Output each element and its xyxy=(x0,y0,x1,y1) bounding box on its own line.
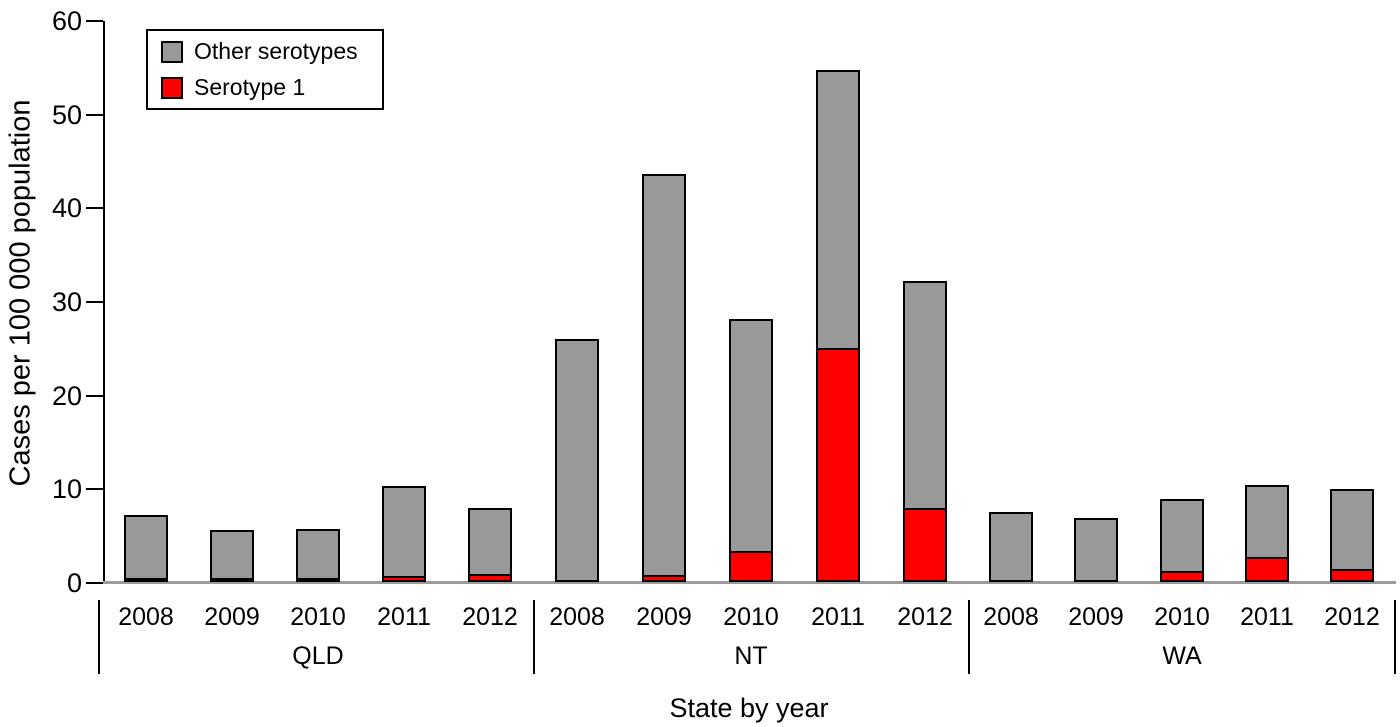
bar-wa-2008 xyxy=(989,512,1033,582)
legend-label-serotype-1: Serotype 1 xyxy=(194,74,306,100)
bar-segment-serotype1-qld-2008 xyxy=(126,578,166,580)
bar-nt-2008 xyxy=(555,339,599,582)
y-tick xyxy=(86,394,103,397)
y-tick xyxy=(86,301,103,303)
group-separator-3 xyxy=(1394,600,1396,674)
y-tick xyxy=(86,582,103,584)
y-tick xyxy=(86,113,103,116)
year-label-nt-2010: 2010 xyxy=(723,603,779,631)
y-tick-label: 40 xyxy=(51,193,82,224)
year-label-qld-2010: 2010 xyxy=(290,603,346,631)
legend: Other serotypes Serotype 1 xyxy=(146,29,384,110)
bar-wa-2012 xyxy=(1330,489,1374,582)
y-tick-label: 60 xyxy=(51,6,82,36)
y-axis-line xyxy=(103,21,105,583)
bar-segment-serotype1-qld-2012 xyxy=(470,574,510,580)
group-separator-1 xyxy=(533,600,535,674)
legend-label-other-serotypes: Other serotypes xyxy=(194,38,358,64)
year-label-wa-2011: 2011 xyxy=(1240,603,1294,631)
y-tick-label: 50 xyxy=(51,99,82,130)
bar-nt-2010 xyxy=(729,319,773,582)
year-label-qld-2009: 2009 xyxy=(204,603,260,631)
legend-swatch-other-serotypes xyxy=(161,40,183,63)
group-label-wa: WA xyxy=(1162,642,1202,670)
y-tick-label: 20 xyxy=(51,380,82,411)
year-label-nt-2011: 2011 xyxy=(811,603,865,631)
bar-segment-serotype1-qld-2010 xyxy=(298,578,338,580)
bar-segment-serotype1-wa-2011 xyxy=(1247,556,1287,580)
group-label-nt: NT xyxy=(734,642,768,670)
bar-segment-serotype1-qld-2011 xyxy=(384,576,424,580)
bar-qld-2012 xyxy=(468,508,512,582)
x-axis-baseline xyxy=(103,581,1396,584)
y-tick-label: 30 xyxy=(51,287,82,317)
year-label-wa-2012: 2012 xyxy=(1324,603,1380,631)
bar-nt-2009 xyxy=(642,174,686,582)
year-label-wa-2008: 2008 xyxy=(983,603,1039,631)
bar-segment-serotype1-nt-2009 xyxy=(644,575,684,580)
bar-segment-serotype1-wa-2010 xyxy=(1162,570,1202,580)
bar-qld-2009 xyxy=(210,530,254,582)
bar-segment-serotype1-wa-2012 xyxy=(1332,568,1372,580)
bar-segment-serotype1-nt-2010 xyxy=(731,550,771,580)
year-label-wa-2009: 2009 xyxy=(1068,603,1124,631)
x-axis-label: State by year xyxy=(669,693,829,723)
legend-item-serotype-1: Serotype 1 xyxy=(161,74,382,101)
bar-qld-2011 xyxy=(382,486,426,582)
bar-wa-2010 xyxy=(1160,499,1204,582)
year-label-wa-2010: 2010 xyxy=(1154,603,1210,631)
legend-item-other-serotypes: Other serotypes xyxy=(161,38,382,65)
year-label-qld-2012: 2012 xyxy=(462,603,518,631)
bar-segment-serotype1-qld-2009 xyxy=(212,578,252,580)
bar-wa-2009 xyxy=(1074,518,1118,582)
year-label-nt-2012: 2012 xyxy=(897,603,953,631)
bar-qld-2010 xyxy=(296,529,340,582)
year-label-nt-2008: 2008 xyxy=(549,603,605,631)
bar-nt-2012 xyxy=(903,281,947,582)
year-label-nt-2009: 2009 xyxy=(636,603,692,631)
y-tick-label: 0 xyxy=(66,568,82,598)
bar-segment-serotype1-nt-2011 xyxy=(818,347,858,580)
legend-swatch-serotype-1 xyxy=(161,76,183,99)
bar-wa-2011 xyxy=(1245,485,1289,582)
year-label-qld-2008: 2008 xyxy=(118,603,174,631)
year-label-qld-2011: 2011 xyxy=(377,603,431,631)
bar-qld-2008 xyxy=(124,515,168,582)
bar-nt-2011 xyxy=(816,70,860,582)
group-label-qld: QLD xyxy=(292,642,344,670)
y-tick xyxy=(86,20,103,22)
y-tick-label: 10 xyxy=(51,474,82,505)
group-separator-2 xyxy=(968,600,970,674)
bar-segment-serotype1-nt-2012 xyxy=(905,507,945,580)
group-separator-0 xyxy=(98,600,100,674)
y-tick xyxy=(86,207,103,210)
y-tick xyxy=(86,488,103,491)
